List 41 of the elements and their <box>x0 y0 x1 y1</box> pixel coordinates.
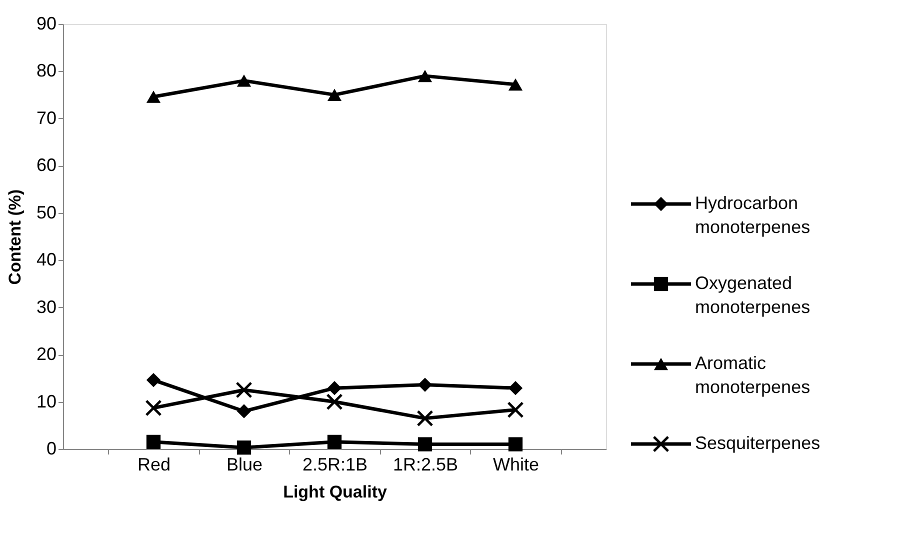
y-tick-label: 50 <box>36 202 56 222</box>
point <box>146 372 161 388</box>
legend-label: Aromatic monoterpenes <box>695 353 810 397</box>
y-tick-label: 10 <box>36 391 56 412</box>
x-tick-label: 2.5R:1B <box>302 454 368 474</box>
point <box>236 404 252 418</box>
point <box>236 382 252 398</box>
x-tick-label: Red <box>137 454 171 474</box>
point <box>327 434 342 449</box>
x-tick-label: White <box>492 454 540 474</box>
point <box>327 88 342 101</box>
y-tick-label: 20 <box>36 344 56 364</box>
x-tick-label: Blue <box>226 454 263 474</box>
point <box>418 70 432 82</box>
point <box>508 381 523 396</box>
point <box>146 434 161 449</box>
point <box>145 400 162 416</box>
y-tick-label: 80 <box>36 60 56 81</box>
y-tick-label: 30 <box>36 296 56 317</box>
y-tick-label: 60 <box>36 155 56 176</box>
x-tick-label: 1R:2.5B <box>392 454 458 474</box>
legend-label: Hydrocarbon monoterpenes <box>695 193 810 237</box>
legend-label: Sesquiterpenes <box>695 433 820 453</box>
point <box>416 410 434 427</box>
point <box>418 378 432 392</box>
point <box>508 437 523 452</box>
point <box>236 74 252 87</box>
legend-label: Oxygenated monoterpenes <box>695 273 810 317</box>
y-tick-label: 70 <box>36 108 56 128</box>
y-tick-label: 90 <box>36 14 56 34</box>
point <box>236 440 252 455</box>
point <box>508 78 523 91</box>
point <box>326 393 343 410</box>
y-tick-label: 0 <box>46 438 56 458</box>
point <box>507 401 524 418</box>
y-axis-title: Content (%) <box>5 189 24 285</box>
y-tick-label: 40 <box>36 250 56 270</box>
point <box>418 437 432 452</box>
x-axis-title: Light Quality <box>283 482 388 502</box>
point <box>327 381 342 396</box>
point <box>146 90 161 103</box>
